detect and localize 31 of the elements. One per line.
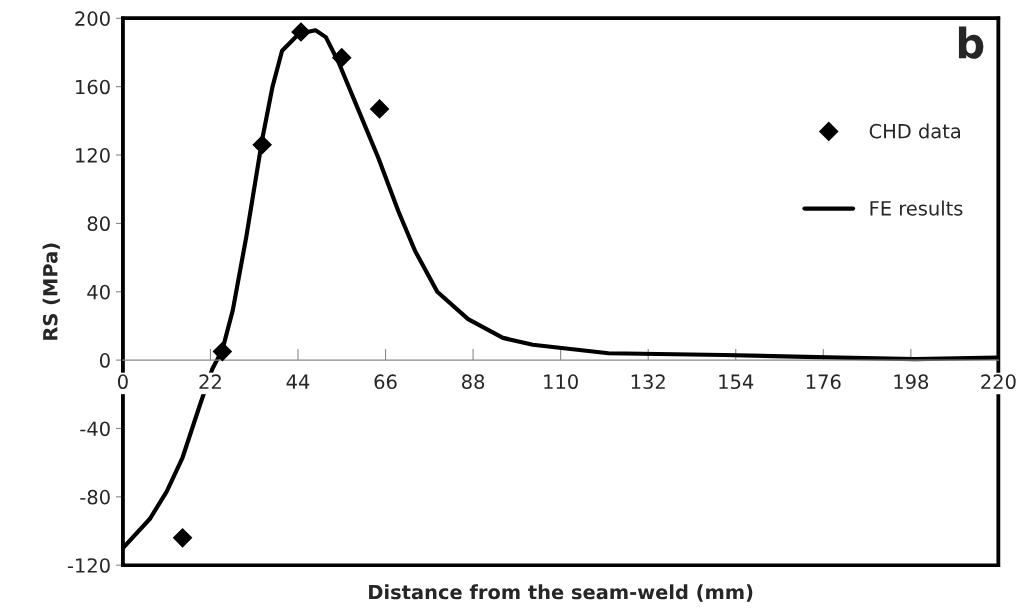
y-axis-title: RS (MPa): [42, 243, 60, 340]
x-tick-label: 66: [374, 374, 397, 390]
x-tick-label: 22: [199, 374, 221, 389]
y-tick-label: -120: [67, 558, 110, 573]
y-tick-label: -40: [80, 421, 110, 437]
x-tick-label: 176: [806, 374, 841, 390]
y-tick-label: 0: [99, 353, 110, 368]
x-tick-label: 132: [631, 374, 665, 390]
point: [173, 528, 193, 548]
point: [252, 135, 272, 155]
y-tick-label: 120: [76, 148, 110, 163]
x-tick-label: 220: [981, 374, 1016, 390]
point: [332, 48, 352, 68]
x-tick-label: 88: [462, 374, 485, 390]
y-tick-label: 200: [75, 11, 110, 26]
x-tick-label: 44: [286, 374, 310, 389]
annotation: b: [958, 26, 984, 59]
point: [291, 22, 311, 42]
legend-label: CHD data: [869, 123, 960, 139]
y-tick-label: -80: [80, 489, 110, 505]
y-tick-label: 80: [87, 216, 110, 232]
x-tick-label: 0: [117, 374, 128, 390]
y-tick-label: 160: [76, 79, 110, 95]
legend-label: FE results: [870, 200, 963, 216]
x-tick-label: 110: [544, 374, 578, 390]
x-tick-label: 154: [719, 374, 754, 390]
x-axis-title: Distance from the seam-weld (mm): [369, 584, 753, 602]
point: [370, 99, 390, 119]
point: [212, 342, 232, 362]
y-tick-label: 40: [87, 284, 110, 300]
x-tick-label: 198: [894, 374, 929, 390]
